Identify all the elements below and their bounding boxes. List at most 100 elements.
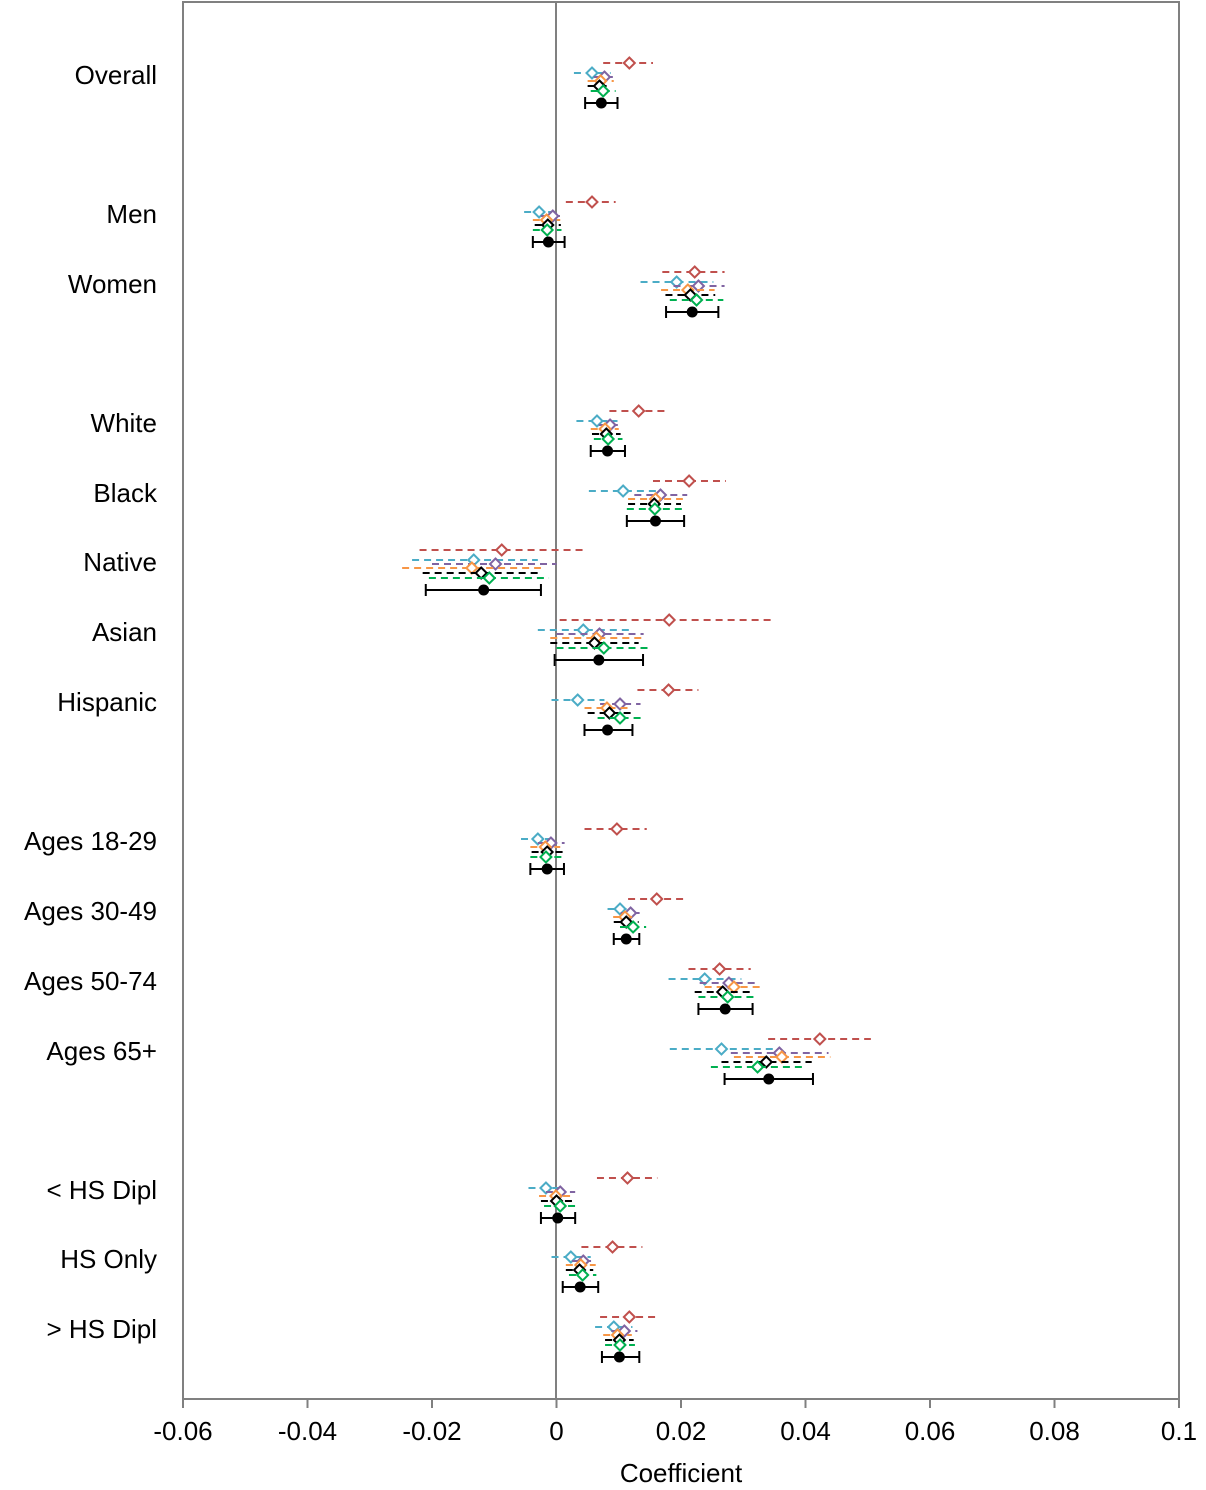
category-label: Men <box>106 199 157 229</box>
point-estimate <box>689 293 704 307</box>
point-estimate <box>763 1073 775 1085</box>
category-label: < HS Dipl <box>46 1175 157 1205</box>
point-estimate <box>593 654 605 666</box>
point-estimate <box>759 1055 774 1069</box>
point-estimate <box>712 962 727 976</box>
point-estimate <box>812 1032 827 1046</box>
plot-frame <box>182 1 1180 1400</box>
point-estimate <box>669 275 684 289</box>
category-label: Ages 18-29 <box>24 826 157 856</box>
point-estimate <box>649 515 661 527</box>
category-label: > HS Dipl <box>46 1314 157 1344</box>
category-label: Ages 30-49 <box>24 896 157 926</box>
series-group <box>428 84 805 1352</box>
point-estimate <box>541 863 553 875</box>
point-estimate <box>626 920 640 934</box>
point-estimate <box>649 892 664 906</box>
x-tick-label: 0.1 <box>1161 1416 1197 1446</box>
point-estimate <box>616 484 631 498</box>
point-estimate <box>687 265 702 279</box>
x-tick-label: 0.04 <box>780 1416 831 1446</box>
point-estimate <box>661 683 676 697</box>
x-axis: -0.06 -0.04 -0.02 0 0.02 0.04 0.06 0.08 0.1 <box>153 1399 1197 1446</box>
point-estimate <box>605 1240 620 1254</box>
point-estimate <box>553 1199 568 1213</box>
series-group <box>412 66 774 1334</box>
category-label: Women <box>68 269 157 299</box>
x-tick-label: 0.08 <box>1029 1416 1080 1446</box>
point-estimate <box>602 706 617 720</box>
point-estimate <box>750 1060 765 1074</box>
point-estimate <box>631 404 646 418</box>
point-estimate <box>530 832 545 846</box>
point-estimate <box>585 195 599 209</box>
point-estimate <box>613 902 627 916</box>
point-estimate <box>563 1250 578 1264</box>
point-estimate <box>539 850 553 864</box>
series-layer <box>402 56 871 1363</box>
category-label: Black <box>93 478 158 508</box>
category-label: Ages 50-74 <box>24 966 157 996</box>
point-estimate <box>691 279 706 293</box>
point-estimate <box>602 724 614 736</box>
category-label: Overall <box>75 60 157 90</box>
point-estimate <box>613 1351 625 1363</box>
x-axis-title: Coefficient <box>620 1458 743 1488</box>
point-estimate <box>482 571 497 585</box>
point-estimate <box>488 557 503 571</box>
point-estimate <box>697 972 712 986</box>
point-estimate <box>622 56 637 70</box>
point-estimate <box>601 432 616 446</box>
point-estimate <box>602 445 614 457</box>
category-label: Native <box>83 547 157 577</box>
point-estimate <box>575 1268 590 1282</box>
point-estimate <box>595 97 607 109</box>
series-group <box>424 97 814 1363</box>
point-estimate <box>662 613 677 627</box>
x-tick-label: 0.02 <box>656 1416 707 1446</box>
point-estimate <box>552 1212 564 1224</box>
point-estimate <box>686 306 698 318</box>
category-label: White <box>91 408 157 438</box>
point-estimate <box>596 84 611 98</box>
point-estimate <box>596 641 611 655</box>
x-tick-label: -0.04 <box>278 1416 337 1446</box>
point-estimate <box>620 1171 635 1185</box>
x-tick-label: -0.06 <box>153 1416 212 1446</box>
category-label: Hispanic <box>57 687 157 717</box>
category-label: HS Only <box>60 1244 157 1274</box>
category-label: Ages 65+ <box>46 1036 157 1066</box>
x-tick-label: 0.06 <box>905 1416 956 1446</box>
point-estimate <box>540 223 555 237</box>
point-estimate <box>613 697 627 711</box>
point-estimate <box>613 711 627 725</box>
series-group <box>422 79 812 1347</box>
point-estimate <box>719 1003 731 1015</box>
point-estimate <box>613 1338 627 1352</box>
point-estimate <box>720 990 735 1004</box>
point-estimate <box>576 623 591 637</box>
point-estimate <box>620 933 632 945</box>
point-estimate <box>494 543 509 557</box>
series-group <box>402 74 831 1342</box>
point-estimate <box>609 822 624 836</box>
category-label: Asian <box>92 617 157 647</box>
point-estimate <box>532 205 546 219</box>
point-estimate <box>590 414 604 428</box>
point-estimate <box>574 1281 586 1293</box>
point-estimate <box>682 474 697 488</box>
point-estimate <box>570 693 585 707</box>
point-estimate <box>542 236 554 248</box>
point-estimate <box>585 66 599 80</box>
point-estimate <box>622 1310 637 1324</box>
series-group <box>419 56 871 1324</box>
x-tick-label: -0.02 <box>402 1416 461 1446</box>
series-group <box>432 70 829 1338</box>
x-tick-label: 0 <box>549 1416 563 1446</box>
point-estimate <box>539 1181 553 1195</box>
point-estimate <box>714 1042 729 1056</box>
point-estimate <box>478 584 490 596</box>
category-labels: Overall Men Women White Black Native Asian Hisp… <box>24 60 158 1344</box>
point-estimate <box>647 502 662 516</box>
